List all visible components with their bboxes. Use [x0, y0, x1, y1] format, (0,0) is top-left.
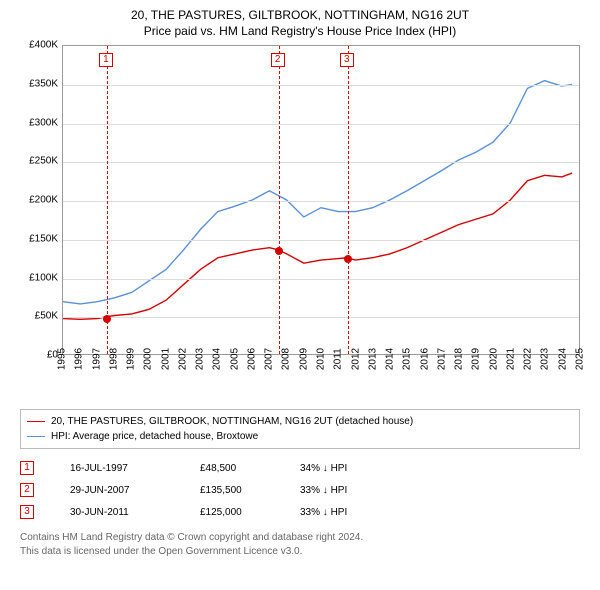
y-axis-label: £50K	[18, 311, 58, 322]
x-axis-label: 2010	[316, 348, 327, 370]
y-axis-label: £0	[18, 350, 58, 361]
sale-row-diff: 34% ↓ HPI	[300, 463, 420, 474]
x-axis-label: 2025	[575, 348, 586, 370]
footer: Contains HM Land Registry data © Crown c…	[20, 531, 580, 558]
sale-row-date: 16-JUL-1997	[70, 463, 200, 474]
series-hpi	[63, 81, 572, 304]
x-axis-label: 2003	[195, 348, 206, 370]
sale-row-price: £135,500	[200, 485, 300, 496]
y-axis-label: £150K	[18, 233, 58, 244]
sale-row-marker: 2	[20, 483, 34, 497]
x-axis-label: 2024	[557, 348, 568, 370]
legend-item: HPI: Average price, detached house, Brox…	[27, 429, 573, 444]
x-axis-label: 2002	[177, 348, 188, 370]
title-line-1: 20, THE PASTURES, GILTBROOK, NOTTINGHAM,…	[12, 8, 588, 24]
x-axis-label: 1995	[57, 348, 68, 370]
sale-row-diff: 33% ↓ HPI	[300, 485, 420, 496]
sale-marker-box-3: 3	[340, 53, 354, 67]
x-axis-label: 2020	[488, 348, 499, 370]
page-root: 20, THE PASTURES, GILTBROOK, NOTTINGHAM,…	[0, 0, 600, 590]
x-axis-label: 2021	[505, 348, 516, 370]
gridline-h	[63, 85, 579, 86]
y-axis-label: £100K	[18, 272, 58, 283]
legend-label: 20, THE PASTURES, GILTBROOK, NOTTINGHAM,…	[51, 414, 413, 429]
y-axis-label: £200K	[18, 195, 58, 206]
sale-dot-3	[344, 255, 352, 263]
gridline-h	[63, 201, 579, 202]
sale-row: 3 30-JUN-2011£125,00033% ↓ HPI	[20, 501, 580, 523]
title-line-2: Price paid vs. HM Land Registry's House …	[12, 24, 588, 40]
x-axis-label: 1996	[74, 348, 85, 370]
series-property	[63, 173, 572, 319]
chart-area: £0£50K£100K£150K£200K£250K£300K£350K£400…	[20, 45, 580, 405]
legend: 20, THE PASTURES, GILTBROOK, NOTTINGHAM,…	[20, 409, 580, 449]
sale-row-date: 29-JUN-2007	[70, 485, 200, 496]
gridline-h	[63, 162, 579, 163]
gridline-h	[63, 124, 579, 125]
footer-line-2: This data is licensed under the Open Gov…	[20, 545, 580, 559]
x-axis-label: 2009	[298, 348, 309, 370]
x-axis-label: 2007	[264, 348, 275, 370]
sale-row-price: £48,500	[200, 463, 300, 474]
x-axis-label: 1999	[126, 348, 137, 370]
x-axis-label: 2000	[143, 348, 154, 370]
x-axis-label: 2017	[436, 348, 447, 370]
x-axis-label: 2008	[281, 348, 292, 370]
sale-row-date: 30-JUN-2011	[70, 507, 200, 518]
sale-row-marker: 3	[20, 505, 34, 519]
legend-label: HPI: Average price, detached house, Brox…	[51, 429, 258, 444]
sale-row: 1 16-JUL-1997£48,50034% ↓ HPI	[20, 457, 580, 479]
sales-table: 1 16-JUL-1997£48,50034% ↓ HPI 2 29-JUN-2007…	[20, 457, 580, 523]
sale-row: 2 29-JUN-2007£135,50033% ↓ HPI	[20, 479, 580, 501]
x-axis-label: 2001	[160, 348, 171, 370]
plot-region	[62, 45, 580, 355]
x-axis-label: 2019	[471, 348, 482, 370]
chart-title: 20, THE PASTURES, GILTBROOK, NOTTINGHAM,…	[12, 8, 588, 39]
x-axis-label: 2016	[419, 348, 430, 370]
legend-swatch	[27, 436, 45, 437]
legend-item: 20, THE PASTURES, GILTBROOK, NOTTINGHAM,…	[27, 414, 573, 429]
sale-row-price: £125,000	[200, 507, 300, 518]
y-axis-label: £250K	[18, 156, 58, 167]
x-axis-label: 1998	[108, 348, 119, 370]
x-axis-label: 2011	[333, 348, 344, 370]
sale-vline-3	[348, 46, 349, 354]
x-axis-label: 2005	[229, 348, 240, 370]
x-axis-label: 2013	[367, 348, 378, 370]
x-axis-label: 2022	[523, 348, 534, 370]
footer-line-1: Contains HM Land Registry data © Crown c…	[20, 531, 580, 545]
x-axis-label: 2006	[246, 348, 257, 370]
sale-marker-box-1: 1	[99, 53, 113, 67]
sale-vline-2	[279, 46, 280, 354]
y-axis-label: £300K	[18, 117, 58, 128]
y-axis-label: £350K	[18, 78, 58, 89]
sale-dot-2	[275, 247, 283, 255]
legend-swatch	[27, 421, 45, 422]
x-axis-label: 2014	[385, 348, 396, 370]
sale-vline-1	[107, 46, 108, 354]
x-axis-label: 2015	[402, 348, 413, 370]
x-axis-label: 2023	[540, 348, 551, 370]
sale-dot-1	[103, 315, 111, 323]
chart-svg	[63, 46, 579, 354]
gridline-h	[63, 240, 579, 241]
x-axis-label: 2018	[454, 348, 465, 370]
x-axis-label: 2004	[212, 348, 223, 370]
gridline-h	[63, 279, 579, 280]
y-axis-label: £400K	[18, 40, 58, 51]
gridline-h	[63, 317, 579, 318]
sale-marker-box-2: 2	[271, 53, 285, 67]
x-axis-label: 1997	[91, 348, 102, 370]
sale-row-diff: 33% ↓ HPI	[300, 507, 420, 518]
x-axis-label: 2012	[350, 348, 361, 370]
sale-row-marker: 1	[20, 461, 34, 475]
